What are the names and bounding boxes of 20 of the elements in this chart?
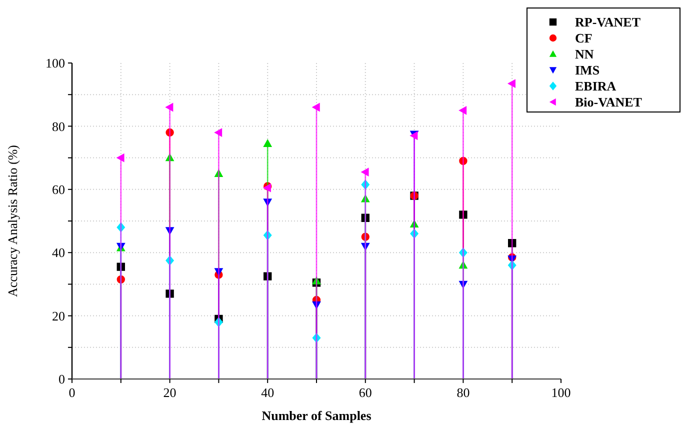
y-tick-label: 0 [58, 372, 65, 387]
x-tick-label: 80 [456, 385, 470, 400]
y-tick-label: 20 [52, 308, 65, 324]
legend-label: IMS [575, 62, 600, 78]
legend-label: CF [575, 30, 592, 46]
legend-label: EBIRA [575, 78, 617, 94]
y-tick-label: 100 [46, 56, 65, 71]
x-tick-label: 0 [68, 385, 76, 400]
x-tick-label: 20 [163, 385, 176, 400]
y-tick-label: 80 [52, 118, 65, 134]
x-tick-label: 60 [358, 385, 372, 400]
legend-label: RP-VANET [575, 14, 641, 30]
legend-label: Bio-VANET [575, 94, 642, 110]
x-tick-label: 40 [261, 385, 274, 400]
y-tick-label: 40 [52, 245, 65, 260]
y-axis-title: Accuracy Analysis Ratio (%) [5, 145, 20, 297]
x-axis-title: Number of Samples [262, 408, 372, 423]
legend-label: NN [575, 46, 594, 62]
y-tick-label: 60 [52, 182, 65, 197]
x-tick-label: 100 [551, 385, 571, 400]
